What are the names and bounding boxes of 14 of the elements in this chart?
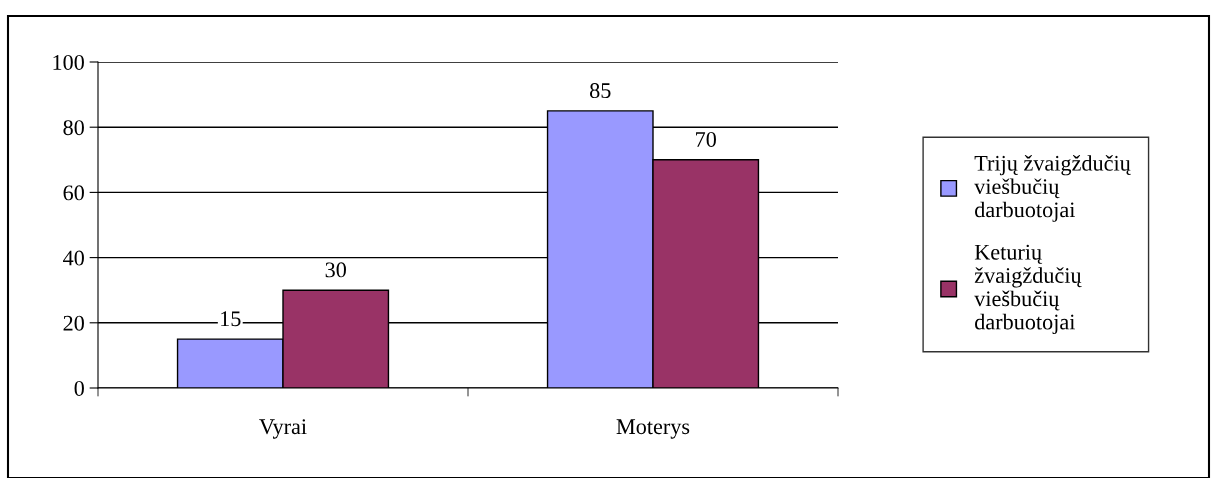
y-tick-label: 80 [63,120,84,136]
data-label: 85 [590,83,611,99]
data-label: 70 [696,131,716,147]
y-tick-label: 20 [63,315,84,331]
x-tick-label: Moterys [616,419,690,439]
y-tick-label: 100 [53,54,84,70]
x-tick-label: Vyrai [259,419,307,439]
legend-label: Keturių žvaigždučių viešbučių darbuotojai [974,244,1082,335]
y-tick-label: 40 [63,250,84,266]
legend-label: Trijų žvaigždučių viešbučių darbuotojai [974,155,1131,222]
data-label: 30 [325,262,346,278]
data-label: 15 [221,311,241,327]
y-tick-label: 60 [63,185,84,201]
y-tick-label: 0 [74,380,84,396]
